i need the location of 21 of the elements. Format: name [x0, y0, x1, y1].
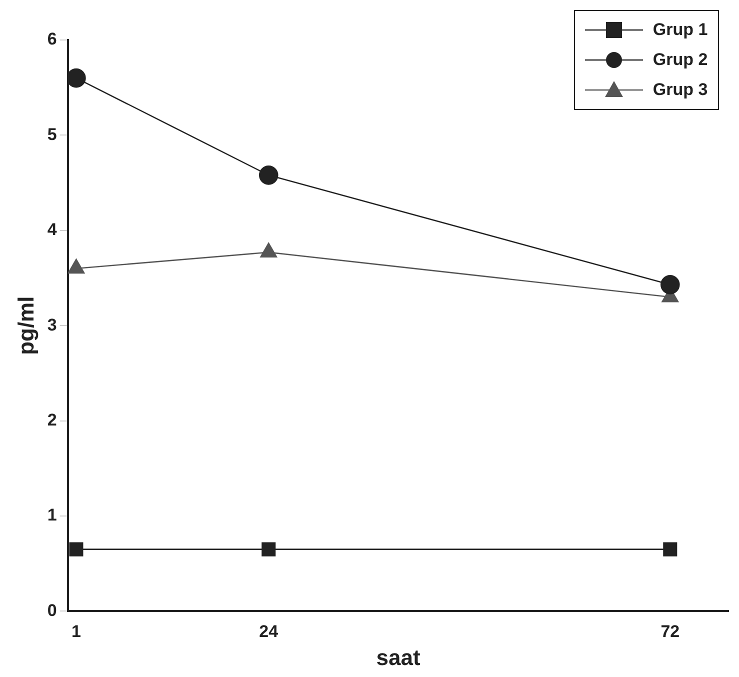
legend-label: Grup 2 [652, 50, 708, 70]
y-tick-label: 6 [47, 30, 57, 49]
y-tick-label: 0 [47, 600, 57, 620]
point [68, 68, 86, 88]
x-axis-title: saat [376, 644, 421, 670]
y-tick-label: 5 [47, 124, 57, 144]
x-tick-label: 1 [71, 622, 81, 642]
x-tick-label: 72 [660, 622, 680, 642]
y-axis-title: pg/ml [13, 296, 38, 355]
point [663, 542, 678, 556]
y-tick-label: 1 [47, 506, 57, 525]
point [660, 275, 680, 294]
legend-label: Grup 3 [652, 80, 708, 100]
point [262, 542, 276, 556]
point [69, 542, 84, 556]
point [258, 166, 278, 185]
x-tick-label: 24 [259, 622, 279, 642]
y-tick-label: 3 [47, 315, 57, 334]
y-tick-label: 2 [47, 410, 57, 430]
legend-label: Grup 1 [652, 20, 708, 40]
y-tick-label: 4 [47, 220, 58, 240]
